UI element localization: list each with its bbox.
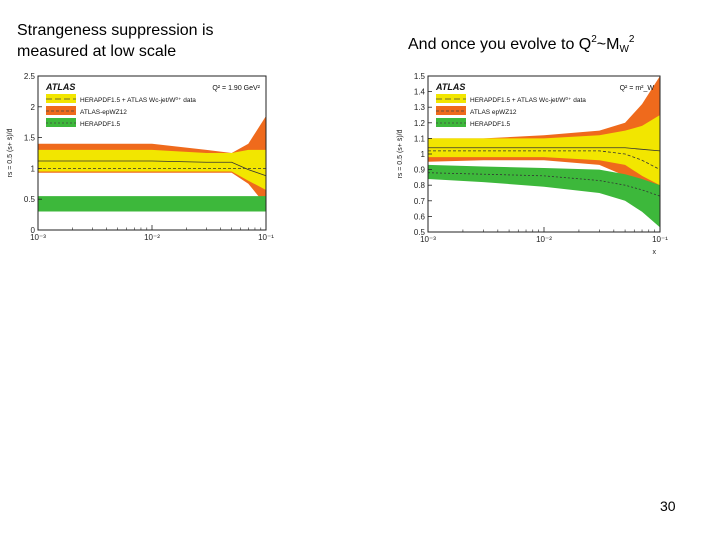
x-tick-label: 10⁻³ xyxy=(30,233,46,242)
y-tick-label: 0.7 xyxy=(414,197,426,206)
band-herapdf1-5 xyxy=(428,164,660,228)
y-tick-label: 1.5 xyxy=(24,134,36,143)
y-axis-label: rs = 0.5 (s+ s̄)/d̄ xyxy=(397,129,404,178)
legend-swatch-1 xyxy=(436,94,466,103)
line-herapdf1-5 xyxy=(427,172,661,197)
x-tick-label: 10⁻¹ xyxy=(258,233,274,242)
legend-swatch-3 xyxy=(436,118,466,127)
experiment-label: ATLAS xyxy=(45,82,75,92)
right-heading-sup1: 2 xyxy=(591,34,597,45)
right-heading-sub: W xyxy=(619,44,629,55)
page-number: 30 xyxy=(660,498,676,514)
x-tick-label: 10⁻² xyxy=(536,235,552,244)
x-tick-label: 10⁻¹ xyxy=(652,235,668,244)
legend-label-3: HERAPDF1.5 xyxy=(470,121,510,128)
plot-low-scale: 0 0.5 1 1.5 2 2.5 10⁻³ 10⁻² 10⁻¹ rs = 0.5 (s+ s̄)… xyxy=(2,70,278,246)
y-tick-label: 1 xyxy=(31,164,36,173)
right-heading-tilde: ~M xyxy=(596,36,620,53)
legend-label-2: ATLAS epWZ12 xyxy=(470,109,517,116)
legend-label-2: ATLAS-epWZ12 xyxy=(80,109,127,116)
line-herapdf1-5-atlas-wc-jet-w-data xyxy=(428,147,661,152)
y-tick-label: 1 xyxy=(421,150,426,159)
x-tick-label: 10⁻² xyxy=(144,233,160,242)
y-tick-label: 0.5 xyxy=(24,195,36,204)
y-tick-label: 1.1 xyxy=(414,134,426,143)
chart-svg-2: 0.5 0.6 0.7 0.8 0.9 1 1.1 1.2 1.3 1.4 1.5 10⁻³ 10⁻² 1… xyxy=(397,72,668,256)
plot-w-mass-scale: 0.5 0.6 0.7 0.8 0.9 1 1.1 1.2 1.3 1.4 1.5 10⁻³ 10⁻² 1… xyxy=(392,68,674,260)
legend-swatch-1 xyxy=(46,94,76,103)
legend-label-1: HERAPDF1.5 + ATLAS Wc-jet/W⁰⁺ data xyxy=(80,96,196,104)
band-herapdf1-5-atlas-wc-jet-w-data xyxy=(428,115,660,186)
y-tick-label: 0.8 xyxy=(414,181,426,190)
y-tick-label: 1.4 xyxy=(414,88,426,97)
y-tick-label: 0.9 xyxy=(414,166,426,175)
x-tick-label: 10⁻³ xyxy=(420,235,436,244)
y-axis-label: rs = 0.5 (s+ s̄)/d̄ xyxy=(7,128,14,177)
x-axis-label: x xyxy=(653,249,657,256)
legend-swatch-2 xyxy=(46,106,76,115)
legend-swatch-3 xyxy=(46,118,76,127)
y-tick-label: 0.6 xyxy=(414,212,426,221)
band-herapdf1-5-atlas-wc-jet-w-data xyxy=(38,149,266,190)
left-heading: Strangeness suppression is measured at l… xyxy=(17,22,214,60)
line-herapdf1-5-atlas-wc-jet-w-data xyxy=(38,160,267,177)
legend-label-1: HERAPDF1.5 + ATLAS Wc-jet/W⁰⁺ data xyxy=(470,96,586,104)
chart-svg-1: 0 0.5 1 1.5 2 2.5 10⁻³ 10⁻² 10⁻¹ rs = 0.5 (s+ s̄)… xyxy=(7,72,274,242)
y-tick-label: 1.3 xyxy=(414,103,426,112)
y-tick-label: 1.2 xyxy=(414,119,426,128)
legend-swatch-2 xyxy=(436,106,466,115)
line-atlas-epwz12 xyxy=(428,150,661,170)
y-tick-label: 0 xyxy=(31,226,36,235)
y-tick-label: 2 xyxy=(31,103,36,112)
right-heading-text: And once you evolve to Q xyxy=(408,36,592,53)
scale-label: Q² = m²_W xyxy=(620,85,655,92)
band-herapdf1-5 xyxy=(38,196,266,212)
right-heading-sup2: 2 xyxy=(628,34,635,45)
y-tick-label: 0.5 xyxy=(414,228,426,237)
experiment-label: ATLAS xyxy=(435,82,465,92)
y-tick-label: 1.5 xyxy=(414,72,426,81)
legend-label-3: HERAPDF1.5 xyxy=(80,121,120,128)
y-tick-label: 2.5 xyxy=(24,72,36,81)
right-heading: And once you evolve to Q2~MW2 xyxy=(408,29,708,60)
scale-label: Q² = 1.90 GeV² xyxy=(212,85,260,92)
